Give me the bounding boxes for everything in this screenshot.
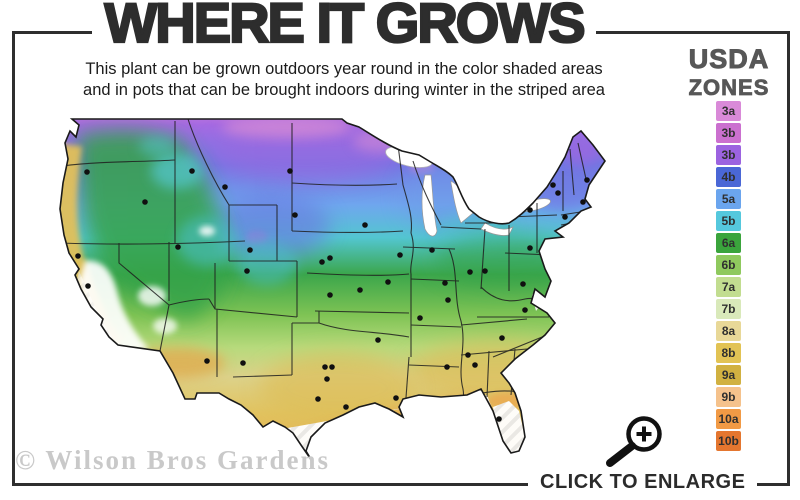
magnifier-plus-icon[interactable] — [600, 410, 664, 470]
zone-chip: 3b — [716, 145, 741, 165]
zone-chip: 7a — [716, 277, 741, 297]
click-to-enlarge-button[interactable]: CLICK TO ENLARGE — [528, 471, 758, 494]
zone-shading: USDA — [60, 119, 605, 461]
us-outline — [59, 118, 606, 462]
page-title-text: WHERE IT GROWS — [92, 0, 596, 53]
zone-legend: 3a 3b 3b 4b 5a 5b 6a 6b 7a 7b 8a 8b 9a 9b 10a 10b — [716, 101, 741, 451]
page-title: WHERE IT GROWS — [32, 0, 656, 53]
us-map-svg: USDA — [59, 118, 606, 462]
subtitle-line1: This plant can be grown outdoors year ro… — [85, 60, 603, 78]
legend-title-usda: USDA — [688, 44, 770, 75]
zone-chip: 5a — [716, 189, 741, 209]
state-borders — [60, 119, 588, 414]
zone-chip: 3b — [716, 123, 741, 143]
zone-chip: 4b — [716, 167, 741, 187]
zone-chip: 6a — [716, 233, 741, 253]
zone-chip: 6b — [716, 255, 741, 275]
zone-chip: 10b — [716, 431, 741, 451]
zone-chip: 8b — [716, 343, 741, 363]
zone-chip: 8a — [716, 321, 741, 341]
zone-chip: 5b — [716, 211, 741, 231]
zone-chip: 10a — [716, 409, 741, 429]
map-tiny-credit: USDA — [69, 315, 82, 320]
watermark: © Wilson Bros Gardens — [15, 445, 330, 475]
zone-chip: 9a — [716, 365, 741, 385]
legend-title-zones: ZONES — [688, 75, 770, 101]
usda-zone-map[interactable]: USDA — [57, 111, 617, 472]
zone-chip: 7b — [716, 299, 741, 319]
subtitle-line2: and in pots that can be brought indoors … — [83, 81, 605, 99]
zone-chip: 3a — [716, 101, 741, 121]
zone-chip: 9b — [716, 387, 741, 407]
subtitle: This plant can be grown outdoors year ro… — [24, 59, 664, 101]
legend-title: USDA ZONES — [685, 44, 773, 101]
